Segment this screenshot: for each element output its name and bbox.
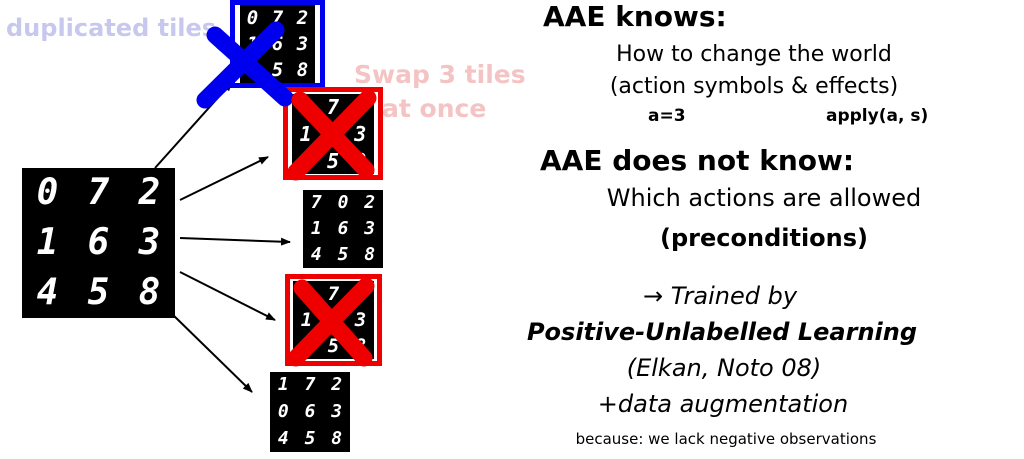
digit-cell: 3 — [354, 308, 367, 331]
digit-cell: 8 — [364, 244, 376, 265]
digit-cell: 0 — [300, 282, 313, 305]
digit-cell: 4 — [310, 244, 322, 265]
digit-cell: 2 — [296, 6, 309, 29]
digit-cell: 0 — [337, 192, 349, 213]
digit-cell: 8 — [354, 148, 367, 173]
digit-cell: 2 — [354, 282, 367, 305]
apply-function-label: apply(a, s) — [826, 106, 929, 126]
knows-line-2: (action symbols & effects) — [609, 74, 899, 99]
aae-knows-heading: AAE knows: — [543, 0, 727, 33]
digit-cell: 0 — [246, 6, 259, 29]
digit-cell: 2 — [364, 192, 376, 213]
digit-cell: 4 — [299, 148, 312, 173]
digit-cell: 6 — [337, 218, 349, 239]
arrow-to-valid-1 — [179, 237, 291, 246]
digit-cell: 7 — [87, 172, 110, 213]
digit-cell: 8 — [138, 272, 161, 313]
digit-cell: 1 — [36, 222, 59, 263]
pu-learning-label: Positive-Unlabelled Learning — [526, 318, 918, 346]
digit-cell: 0 — [277, 400, 289, 422]
not-know-line-2: (preconditions) — [660, 224, 868, 252]
digit-cell: 0 — [36, 172, 59, 213]
digit-cell: 8 — [354, 334, 367, 357]
digit-cell: 8 — [331, 427, 343, 449]
digit-cell: 6 — [304, 400, 316, 422]
digit-cell: 6 — [271, 32, 284, 55]
digit-cell: 6 — [87, 222, 110, 263]
digit-cell: 4 — [300, 334, 313, 357]
digit-cell: 5 — [87, 272, 110, 313]
citation-label: (Elkan, Noto 08) — [626, 354, 822, 382]
aae-not-know-heading: AAE does not know: — [540, 144, 855, 177]
digit-cell: 3 — [296, 32, 309, 55]
digit-cell: 2 — [138, 172, 161, 213]
digit-cell: 6 — [326, 121, 340, 146]
digit-cell: 3 — [331, 400, 343, 422]
arrow-to-valid-2 — [169, 311, 253, 393]
trained-by-label: → Trained by — [642, 282, 798, 310]
data-augmentation-label: +data augmentation — [597, 390, 849, 418]
digit-cell: 3 — [138, 222, 161, 263]
swap-tiles-label-line1: Swap 3 tiles — [354, 60, 526, 89]
digit-cell: 1 — [310, 218, 322, 239]
digit-cell: 3 — [364, 218, 376, 239]
digit-cell: 2 — [331, 374, 343, 396]
arrow-to-swap — [179, 156, 269, 201]
swap-tiles-label-line2: at once — [382, 94, 487, 123]
digit-cell: 5 — [337, 244, 349, 265]
digit-cell: 5 — [327, 334, 340, 357]
digit-cell: 6 — [327, 308, 340, 331]
digit-cell: 0 — [299, 95, 312, 120]
digit-cell: 8 — [296, 58, 309, 81]
because-label: because: we lack negative observations — [575, 430, 877, 448]
digit-cell: 4 — [36, 272, 59, 313]
digit-cell: 5 — [271, 58, 284, 81]
duplicated-tiles-label: duplicated tiles — [6, 14, 217, 42]
digit-cell: 5 — [326, 148, 340, 173]
digit-cell: 5 — [304, 427, 316, 449]
not-know-line-1: Which actions are allowed — [606, 184, 922, 212]
digit-cell: 7 — [304, 374, 316, 396]
digit-cell: 1 — [277, 374, 289, 396]
digit-cell: 7 — [271, 6, 284, 29]
digit-cell: 2 — [354, 95, 367, 120]
arrow-to-duplicated — [154, 81, 233, 169]
digit-cell: 1 — [299, 121, 312, 146]
digit-cell: 1 — [246, 32, 259, 55]
knows-line-1: How to change the world — [616, 42, 892, 67]
digit-cell: 7 — [310, 192, 322, 213]
digit-cell: 1 — [300, 308, 313, 331]
action-symbol-label: a=3 — [648, 106, 686, 126]
digit-cell: 7 — [327, 282, 340, 305]
digit-cell: 3 — [354, 121, 367, 146]
digit-cell: 7 — [326, 95, 340, 120]
digit-cell: 4 — [277, 427, 289, 449]
digit-cell: 4 — [246, 58, 259, 81]
arrow-to-invalid — [179, 271, 276, 321]
